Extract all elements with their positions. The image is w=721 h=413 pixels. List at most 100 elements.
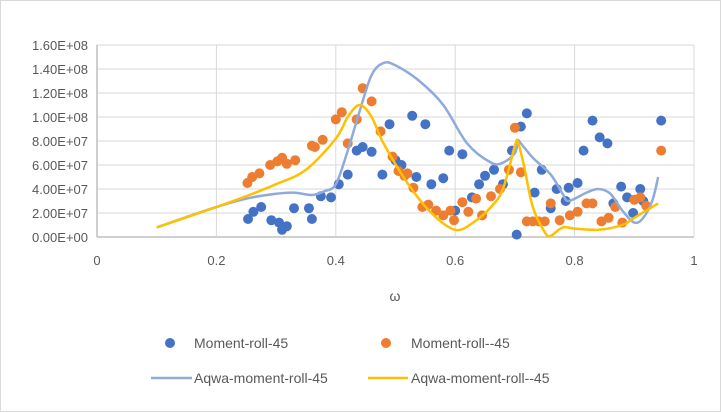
y-tick-label: 1.00E+08 <box>32 110 88 125</box>
data-point[interactable] <box>449 215 460 226</box>
blue-marker-icon <box>165 338 175 348</box>
data-point[interactable] <box>515 167 526 178</box>
legend-label: Moment-roll--45 <box>411 335 510 351</box>
data-point[interactable] <box>578 145 589 156</box>
data-point[interactable] <box>445 205 456 216</box>
x-tick-label: 0.8 <box>566 253 584 268</box>
data-point[interactable] <box>474 179 485 190</box>
data-point[interactable] <box>480 170 491 181</box>
x-axis-title: ω <box>390 288 401 304</box>
data-point[interactable] <box>266 215 277 226</box>
data-point[interactable] <box>438 210 449 221</box>
y-tick-label: 0.00E+00 <box>32 230 88 245</box>
data-point[interactable] <box>616 181 627 192</box>
data-point[interactable] <box>317 134 328 145</box>
data-point[interactable] <box>366 96 377 107</box>
data-point[interactable] <box>564 210 575 221</box>
data-point[interactable] <box>402 168 413 179</box>
data-point[interactable] <box>408 182 419 193</box>
data-point[interactable] <box>384 119 395 130</box>
data-point[interactable] <box>529 187 540 198</box>
x-tick-label: 0.4 <box>327 253 345 268</box>
legend-item-aqwa-moment-roll--45[interactable]: Aqwa-moment-roll--45 <box>368 370 550 386</box>
data-point[interactable] <box>539 216 550 227</box>
data-point[interactable] <box>326 192 337 203</box>
legend-label: Aqwa-moment-roll--45 <box>411 370 550 386</box>
legend-label: Aqwa-moment-roll-45 <box>194 370 328 386</box>
data-point[interactable] <box>444 145 455 156</box>
x-axis-ticks: 0 0.2 0.4 0.6 0.8 1 <box>93 253 697 268</box>
data-point[interactable] <box>336 107 347 118</box>
series-Aqwa-moment-roll-45[interactable] <box>156 61 660 229</box>
y-tick-label: 8.00E+07 <box>32 134 88 149</box>
data-point[interactable] <box>509 122 520 133</box>
data-point[interactable] <box>635 184 646 194</box>
data-point[interactable] <box>572 178 583 188</box>
data-point[interactable] <box>572 206 583 217</box>
data-point[interactable] <box>463 206 474 217</box>
y-axis-ticks: 0.00E+00 2.00E+07 4.00E+07 6.00E+07 8.00E+07… <box>32 38 88 245</box>
legend-label: Moment-roll-45 <box>194 335 288 351</box>
data-point[interactable] <box>457 149 468 160</box>
data-point[interactable] <box>486 191 497 202</box>
data-point[interactable] <box>248 206 259 217</box>
data-point[interactable] <box>303 203 314 214</box>
data-point[interactable] <box>256 202 267 212</box>
data-point[interactable] <box>420 119 431 130</box>
data-point[interactable] <box>254 168 265 179</box>
data-point[interactable] <box>411 172 422 182</box>
gridlines <box>96 44 695 238</box>
plot-series <box>156 61 667 240</box>
x-tick-label: 0.2 <box>207 253 225 268</box>
data-point[interactable] <box>471 193 482 204</box>
x-tick-label: 0 <box>93 253 100 268</box>
y-tick-label: 2.00E+07 <box>32 206 88 221</box>
data-point[interactable] <box>635 192 646 203</box>
orange-marker-icon <box>381 338 391 348</box>
legend: Moment-roll-45 Moment-roll--45 Aqwa-mome… <box>151 335 550 386</box>
data-point[interactable] <box>554 215 565 226</box>
legend-item-moment-roll--45[interactable]: Moment-roll--45 <box>381 335 510 351</box>
data-point[interactable] <box>407 110 418 121</box>
data-point[interactable] <box>281 221 292 232</box>
data-point[interactable] <box>309 142 320 152</box>
data-point[interactable] <box>438 173 449 184</box>
legend-item-aqwa-moment-roll-45[interactable]: Aqwa-moment-roll-45 <box>151 370 328 386</box>
data-point[interactable] <box>366 146 377 157</box>
data-point[interactable] <box>489 164 500 175</box>
data-point[interactable] <box>426 179 437 190</box>
data-point[interactable] <box>243 214 254 224</box>
y-tick-label: 6.00E+07 <box>32 158 88 173</box>
data-point[interactable] <box>357 142 368 152</box>
data-point[interactable] <box>594 132 605 143</box>
data-point[interactable] <box>603 212 614 223</box>
data-point[interactable] <box>656 145 667 156</box>
data-point[interactable] <box>290 155 301 166</box>
legend-item-moment-roll-45[interactable]: Moment-roll-45 <box>165 335 288 351</box>
data-point[interactable] <box>521 108 532 119</box>
data-point[interactable] <box>563 182 574 193</box>
data-point[interactable] <box>330 114 341 125</box>
data-point[interactable] <box>511 229 522 240</box>
y-tick-label: 1.60E+08 <box>32 38 88 53</box>
series-Aqwa-moment-roll--45[interactable] <box>156 103 659 238</box>
data-point[interactable] <box>457 197 468 208</box>
data-point[interactable] <box>587 198 598 209</box>
y-tick-label: 4.00E+07 <box>32 182 88 197</box>
data-point[interactable] <box>281 158 292 169</box>
data-point[interactable] <box>628 208 639 218</box>
y-tick-label: 1.20E+08 <box>32 86 88 101</box>
data-point[interactable] <box>587 115 598 126</box>
y-tick-label: 1.40E+08 <box>32 62 88 77</box>
data-point[interactable] <box>431 205 442 216</box>
data-point[interactable] <box>656 115 667 126</box>
data-point[interactable] <box>306 214 317 224</box>
data-point[interactable] <box>377 169 388 180</box>
data-point[interactable] <box>602 138 613 149</box>
data-point[interactable] <box>342 169 353 180</box>
x-tick-label: 0.6 <box>446 253 464 268</box>
data-point[interactable] <box>545 198 556 209</box>
data-point[interactable] <box>289 203 300 214</box>
